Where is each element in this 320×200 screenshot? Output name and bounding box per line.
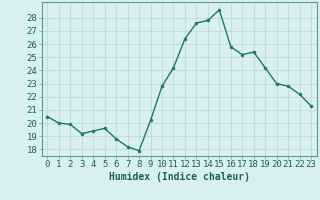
X-axis label: Humidex (Indice chaleur): Humidex (Indice chaleur) xyxy=(109,172,250,182)
